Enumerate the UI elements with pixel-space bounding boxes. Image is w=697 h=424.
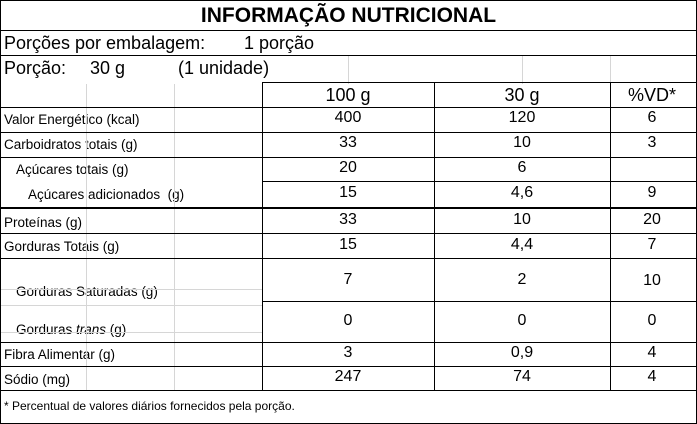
row-sodium-100g: 247 — [334, 368, 362, 385]
servings-per-package-value: 1 porção — [244, 33, 315, 53]
table-border — [262, 82, 263, 391]
row-total-sugars-30g: 6 — [517, 159, 527, 176]
row-label-added-sugars: Açúcares adicionados (g) — [28, 187, 185, 202]
table-border — [0, 157, 697, 158]
row-total-sugars-vd — [610, 157, 694, 179]
column-header-vd: %VD* — [627, 85, 676, 105]
row-saturated-fat-100g: 7 — [343, 271, 353, 288]
row-carbohydrates-vd: 3 — [647, 134, 657, 151]
grid-line — [522, 56, 523, 84]
row-label-carbohydrates: Carboidratos totais (g) — [4, 137, 138, 152]
row-dietary-fiber-30g: 0,9 — [510, 344, 534, 361]
column-header-30g: 30 g — [504, 85, 540, 105]
portion-value: 30 g — [90, 58, 126, 78]
table-border — [0, 55, 697, 56]
table-border — [0, 258, 697, 259]
table-border — [610, 82, 611, 391]
table-border — [0, 0, 697, 1]
trans-fat-label-prefix: Gorduras — [16, 322, 77, 337]
table-title: INFORMAÇÃO NUTRICIONAL — [200, 4, 497, 27]
row-total-fat-30g: 4,4 — [510, 236, 534, 253]
table-border — [0, 390, 697, 391]
table-border — [0, 366, 697, 367]
row-sodium-30g: 74 — [513, 368, 531, 385]
table-border — [0, 132, 697, 133]
row-proteins-30g: 10 — [513, 211, 531, 228]
table-border — [434, 82, 435, 391]
column-header-100g: 100 g — [325, 85, 371, 105]
table-border-thick — [0, 207, 697, 209]
row-energy-100g: 400 — [334, 109, 362, 126]
row-dietary-fiber-100g: 3 — [343, 344, 353, 361]
row-total-sugars-100g: 20 — [339, 159, 357, 176]
row-trans-fat-vd: 0 — [647, 312, 657, 329]
table-border — [0, 107, 697, 108]
grid-line — [174, 84, 175, 390]
row-label-trans-fat: Gorduras trans (g) — [16, 320, 126, 340]
row-label-proteins: Proteínas (g) — [4, 215, 83, 230]
servings-per-package-label: Porções por embalagem: — [4, 33, 206, 53]
grid-line — [610, 56, 611, 84]
table-border — [262, 181, 696, 182]
row-added-sugars-100g: 15 — [339, 184, 357, 201]
table-border — [262, 82, 696, 83]
row-label-dietary-fiber: Fibra Alimentar (g) — [4, 347, 116, 362]
row-sodium-vd: 4 — [647, 368, 657, 385]
trans-fat-label-suffix: (g) — [106, 322, 127, 337]
grid-line — [1, 305, 262, 306]
table-border — [0, 233, 697, 234]
row-label-total-fat: Gorduras Totais (g) — [4, 239, 120, 254]
portion-label: Porção: — [4, 58, 67, 78]
row-total-fat-vd: 7 — [647, 236, 657, 253]
table-border — [0, 0, 1, 424]
row-added-sugars-30g: 4,6 — [510, 184, 534, 201]
portion-unit: (1 unidade) — [178, 58, 270, 78]
table-border — [0, 30, 697, 31]
row-energy-30g: 120 — [508, 109, 536, 126]
row-energy-vd: 6 — [647, 109, 657, 126]
row-added-sugars-vd: 9 — [647, 184, 657, 201]
row-label-sodium: Sódio (mg) — [4, 372, 71, 387]
table-border — [0, 342, 697, 343]
grid-line — [348, 56, 349, 84]
row-trans-fat-100g: 0 — [343, 312, 353, 329]
row-label-energy: Valor Energético (kcal) — [4, 112, 140, 127]
row-saturated-fat-vd: 10 — [643, 272, 661, 289]
row-total-fat-100g: 15 — [339, 236, 357, 253]
grid-line — [86, 84, 87, 390]
grid-line — [1, 289, 262, 290]
row-trans-fat-30g: 0 — [517, 312, 527, 329]
row-proteins-100g: 33 — [339, 211, 357, 228]
trans-fat-label-italic: trans — [76, 322, 107, 337]
row-proteins-vd: 20 — [643, 211, 661, 228]
row-carbohydrates-30g: 10 — [513, 134, 531, 151]
row-dietary-fiber-vd: 4 — [647, 344, 657, 361]
row-label-total-sugars: Açúcares totais (g) — [16, 162, 129, 177]
grid-line — [1, 332, 262, 333]
row-saturated-fat-30g: 2 — [517, 271, 527, 288]
footnote: * Percentual de valores diários fornecid… — [4, 399, 295, 413]
table-border — [262, 301, 696, 302]
row-carbohydrates-100g: 33 — [339, 134, 357, 151]
